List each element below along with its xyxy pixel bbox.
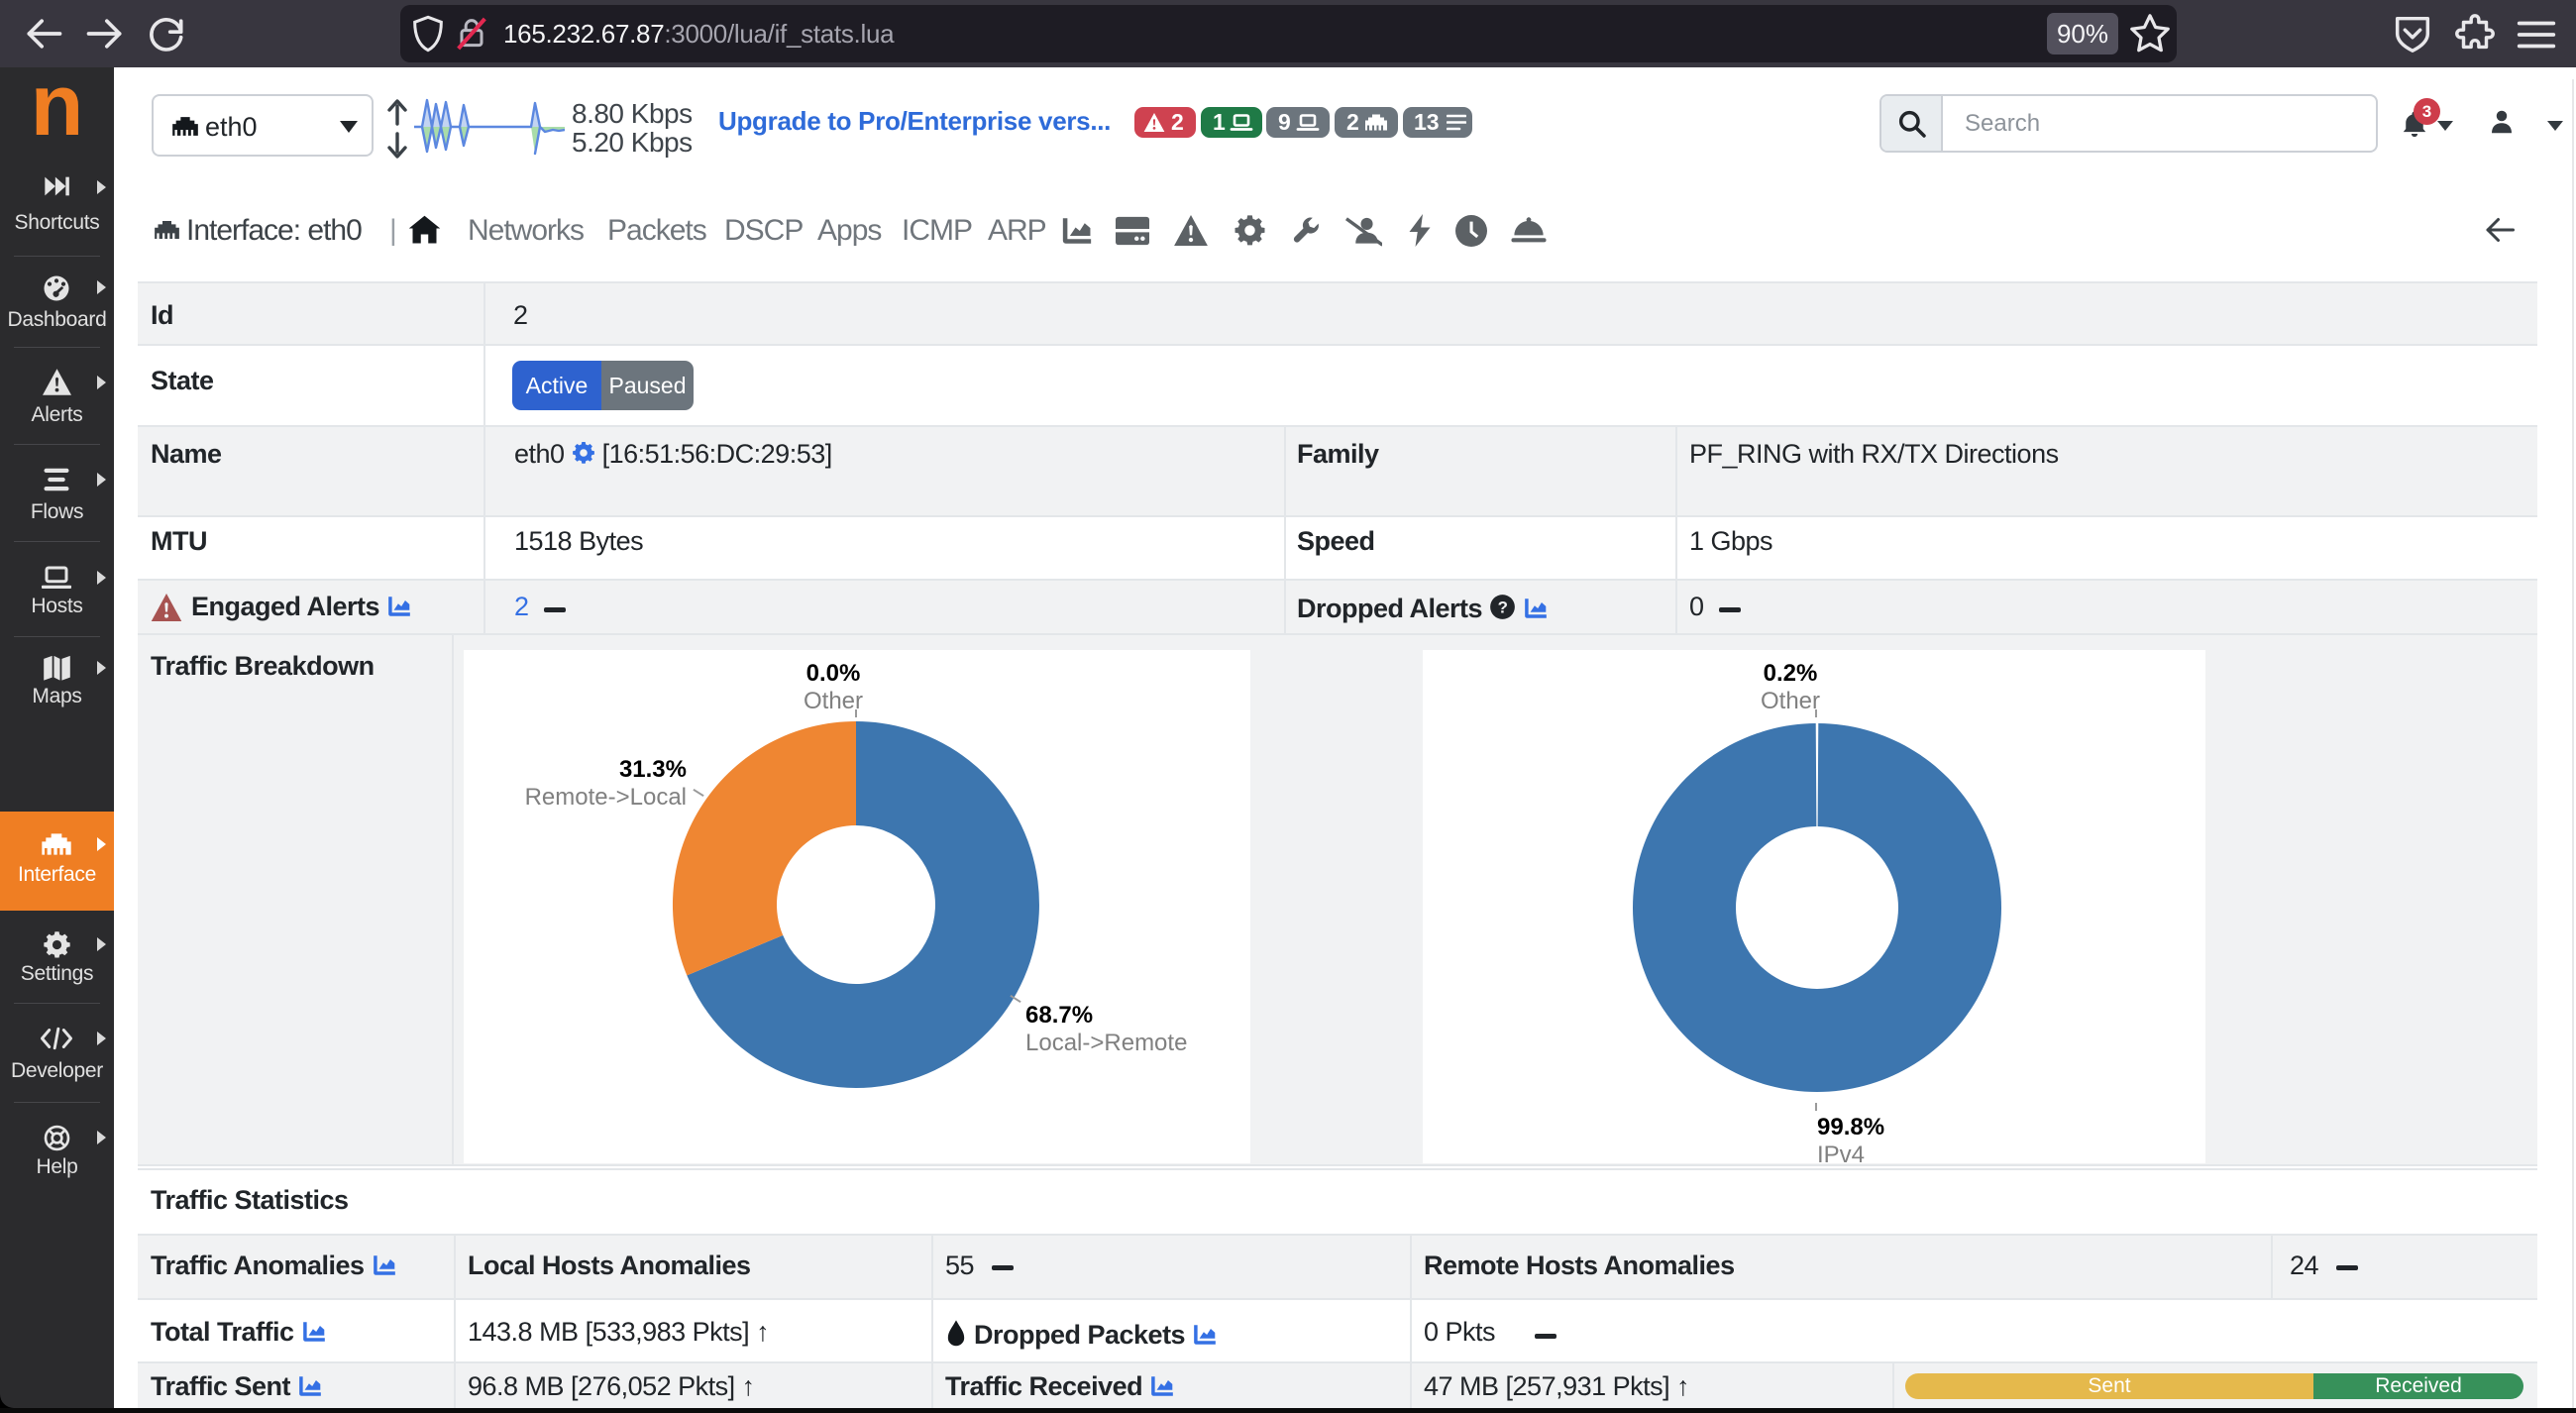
svg-text:?: ? — [1498, 598, 1508, 617]
